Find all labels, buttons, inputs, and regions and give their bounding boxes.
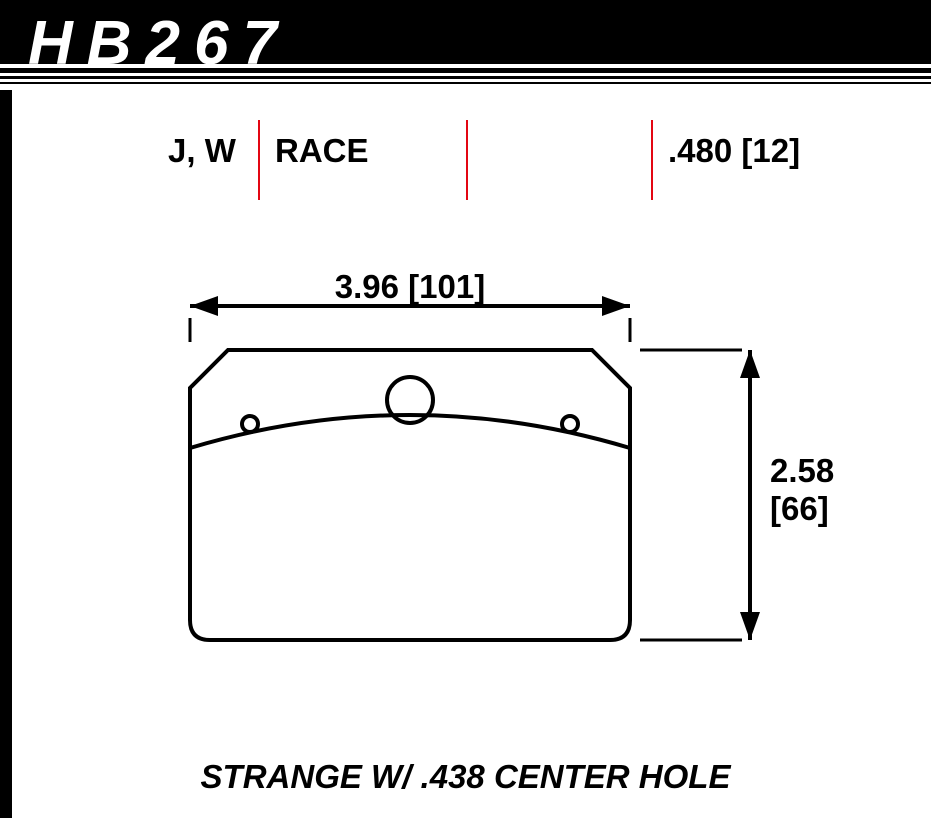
- spec-class: RACE: [275, 132, 369, 170]
- width-label: 3.96 [101]: [335, 270, 485, 305]
- small-hole-left: [242, 416, 258, 432]
- brake-pad-drawing: 3.96 [101] 2.58 [66]: [50, 270, 900, 710]
- part-number: HB267: [28, 8, 291, 79]
- divider-1: [258, 120, 260, 200]
- caption: STRANGE W/ .438 CENTER HOLE: [0, 758, 931, 796]
- spec-row: J, W RACE .480 [12]: [0, 120, 931, 210]
- header-stripe-3: [0, 82, 931, 84]
- height-label-bottom: [66]: [770, 490, 829, 527]
- height-dimension: [640, 350, 760, 640]
- spec-codes: J, W: [168, 132, 236, 170]
- header-band: HB267: [0, 0, 931, 90]
- diagram-area: 3.96 [101] 2.58 [66]: [50, 270, 900, 750]
- height-label-top: 2.58: [770, 452, 834, 489]
- small-hole-right: [562, 416, 578, 432]
- divider-3: [651, 120, 653, 200]
- pad-outline: [190, 350, 630, 640]
- divider-2: [466, 120, 468, 200]
- spec-thickness: .480 [12]: [668, 132, 800, 170]
